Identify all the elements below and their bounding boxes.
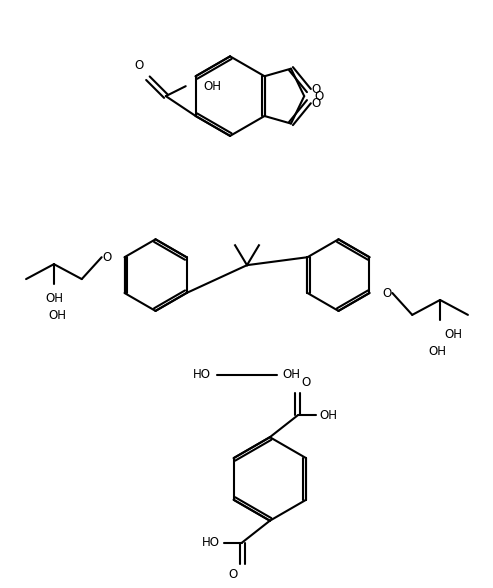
Text: HO: HO [202,536,220,549]
Text: OH: OH [48,309,66,322]
Text: OH: OH [428,345,446,358]
Text: O: O [302,376,311,389]
Text: O: O [383,286,392,299]
Text: HO: HO [193,368,211,381]
Text: O: O [102,250,111,263]
Text: O: O [311,83,320,96]
Text: OH: OH [204,80,221,93]
Text: O: O [229,569,238,582]
Text: OH: OH [45,292,63,305]
Text: O: O [135,59,144,72]
Text: OH: OH [319,409,338,422]
Text: O: O [314,89,323,103]
Text: O: O [311,96,320,109]
Text: OH: OH [444,328,462,341]
Text: OH: OH [283,368,301,381]
